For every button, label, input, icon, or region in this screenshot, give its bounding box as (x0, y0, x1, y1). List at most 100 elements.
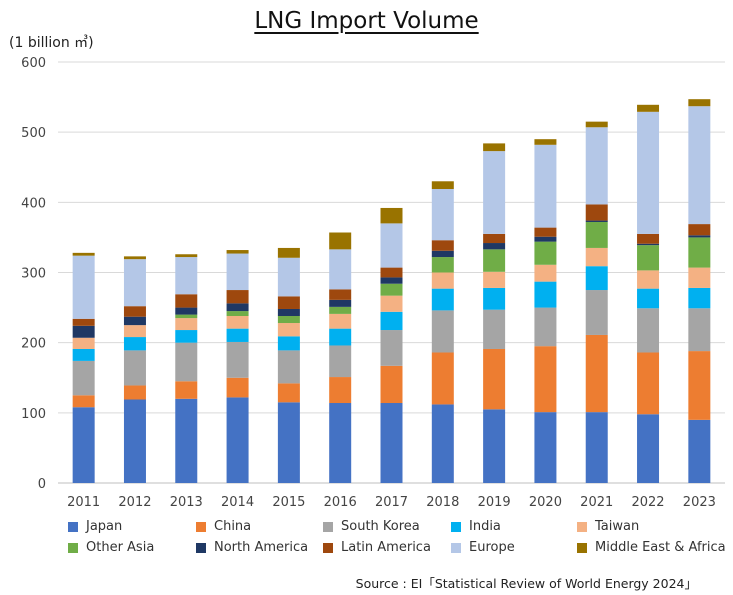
bar-segment-north-america-2011 (72, 325, 95, 338)
bar-segment-middle-east-africa-2011 (72, 252, 95, 256)
bar-segment-india-2014 (226, 328, 249, 342)
bar-segment-middle-east-africa-2019 (483, 143, 506, 152)
bar-segment-other-asia-2020 (534, 241, 557, 265)
bar-segment-china-2012 (123, 385, 146, 400)
bar-segment-europe-2012 (123, 259, 146, 307)
bar-segment-china-2021 (585, 334, 608, 413)
bar-segment-middle-east-africa-2017 (380, 207, 403, 224)
bar-segment-latin-america-2012 (123, 306, 146, 317)
bar-segment-europe-2018 (431, 189, 454, 241)
bar-segment-india-2011 (72, 348, 95, 361)
bar-segment-japan-2020 (534, 412, 557, 483)
bar-segment-china-2022 (637, 352, 660, 415)
bar-segment-europe-2011 (72, 255, 95, 319)
bar-segment-china-2013 (175, 381, 198, 399)
bar-segment-latin-america-2013 (175, 294, 198, 308)
bar-segment-taiwan-2013 (175, 318, 198, 331)
x-tick-label: 2019 (478, 495, 511, 510)
bar-segment-south-korea-2021 (585, 290, 608, 335)
bar-segment-south-korea-2011 (72, 360, 95, 396)
bar-segment-india-2016 (329, 328, 352, 346)
bar-segment-north-america-2023 (688, 235, 711, 238)
bar-segment-other-asia-2023 (688, 237, 711, 268)
bar-segment-india-2019 (483, 287, 506, 310)
x-tick-label: 2023 (683, 495, 716, 510)
bar-segment-japan-2013 (175, 398, 198, 483)
x-tick-label: 2018 (426, 495, 459, 510)
bar-segment-europe-2020 (534, 144, 557, 228)
bar-segment-india-2012 (123, 337, 146, 351)
bar-segment-north-america-2014 (226, 303, 249, 312)
x-tick-label: 2014 (221, 495, 254, 510)
bar-segment-europe-2015 (277, 257, 300, 297)
bar-segment-india-2017 (380, 311, 403, 331)
bar-segment-taiwan-2014 (226, 316, 249, 329)
y-tick-label: 400 (21, 196, 46, 211)
bar-segment-india-2015 (277, 336, 300, 351)
bar-segment-china-2011 (72, 395, 95, 408)
bar-segment-latin-america-2014 (226, 290, 249, 304)
bar-segment-other-asia-2017 (380, 283, 403, 296)
bar-segment-japan-2017 (380, 403, 403, 483)
bar-segment-middle-east-africa-2023 (688, 99, 711, 107)
x-tick-label: 2022 (631, 495, 664, 510)
bar-segment-north-america-2016 (329, 299, 352, 307)
y-tick-label: 100 (21, 407, 46, 422)
bar-segment-middle-east-africa-2015 (277, 247, 300, 258)
bar-segment-china-2015 (277, 383, 300, 403)
bar-segment-india-2022 (637, 288, 660, 309)
bar-segment-north-america-2020 (534, 236, 557, 242)
bar-segment-europe-2016 (329, 249, 352, 290)
bar-segment-taiwan-2012 (123, 325, 146, 338)
x-tick-label: 2021 (580, 495, 613, 510)
bar-segment-south-korea-2022 (637, 308, 660, 353)
y-tick-label: 0 (38, 477, 46, 492)
bar-segment-china-2017 (380, 365, 403, 404)
bar-segment-latin-america-2019 (483, 233, 506, 244)
source-note: Source : EI「Statistical Review of World … (355, 576, 697, 591)
bar-segment-taiwan-2022 (637, 270, 660, 289)
x-tick-label: 2020 (529, 495, 562, 510)
x-tick-label: 2016 (324, 495, 357, 510)
bar-segment-other-asia-2013 (175, 314, 198, 319)
bar-segment-europe-2017 (380, 223, 403, 268)
bar-segment-india-2018 (431, 288, 454, 311)
x-tick-label: 2012 (118, 495, 151, 510)
bar-segment-south-korea-2018 (431, 310, 454, 353)
y-tick-label: 600 (21, 56, 46, 71)
chart-title: LNG Import Volume (0, 8, 733, 34)
bar-segment-india-2013 (175, 330, 198, 343)
bar-segment-other-asia-2022 (637, 245, 660, 271)
bar-segment-taiwan-2017 (380, 295, 403, 312)
bar-segment-north-america-2012 (123, 316, 146, 326)
bar-segment-china-2023 (688, 351, 711, 420)
bar-segment-middle-east-africa-2021 (585, 121, 608, 128)
bar-segment-china-2019 (483, 348, 506, 410)
bar-segment-middle-east-africa-2012 (123, 256, 146, 260)
bar-segment-south-korea-2016 (329, 345, 352, 378)
bar-segment-japan-2011 (72, 407, 95, 483)
bar-segment-middle-east-africa-2018 (431, 181, 454, 190)
bar-segment-other-asia-2021 (585, 221, 608, 248)
bar-segment-latin-america-2023 (688, 224, 711, 236)
bar-segment-china-2020 (534, 346, 557, 413)
bar-segment-south-korea-2014 (226, 341, 249, 378)
bar-segment-europe-2023 (688, 106, 711, 225)
bar-segment-europe-2014 (226, 253, 249, 291)
bar-segment-japan-2015 (277, 402, 300, 483)
bar-segment-middle-east-africa-2022 (637, 104, 660, 112)
bar-segment-japan-2021 (585, 412, 608, 483)
bar-segment-china-2016 (329, 377, 352, 404)
bar-segment-taiwan-2015 (277, 323, 300, 337)
bar-segment-north-america-2021 (585, 220, 608, 222)
bar-segment-latin-america-2018 (431, 240, 454, 251)
x-tick-label: 2017 (375, 495, 408, 510)
bar-segment-india-2020 (534, 281, 557, 308)
chart-title-text: LNG Import Volume (254, 8, 479, 34)
bar-segment-south-korea-2020 (534, 307, 557, 347)
bar-segment-latin-america-2022 (637, 233, 660, 244)
y-tick-label: 200 (21, 337, 46, 352)
bar-segment-europe-2013 (175, 257, 198, 295)
bar-segment-south-korea-2015 (277, 350, 300, 384)
bar-segment-middle-east-africa-2013 (175, 254, 198, 258)
